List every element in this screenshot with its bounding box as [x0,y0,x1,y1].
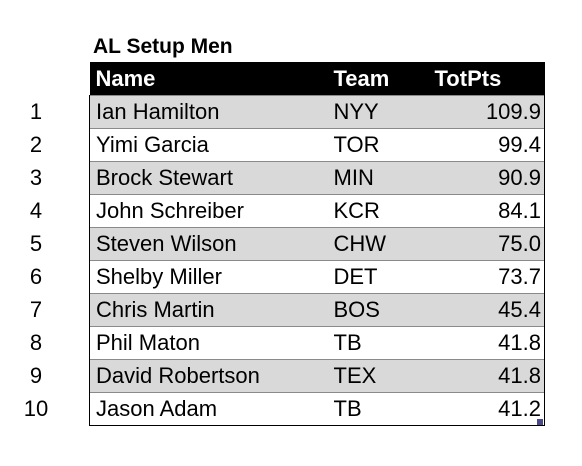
cell-team[interactable]: DET [328,260,432,294]
row-number: 5 [29,231,43,256]
cell-name[interactable]: Jason Adam [89,392,329,426]
table-row: Shelby Miller DET 73.7 [89,260,545,294]
row-number: 3 [29,165,43,190]
cell-name[interactable]: Ian Hamilton [89,95,329,129]
fill-handle[interactable] [537,419,543,425]
cell-team[interactable]: TOR [328,128,432,162]
cell-totpts[interactable]: 41.8 [431,326,545,360]
cell-name[interactable]: Steven Wilson [89,227,329,261]
setup-men-table: Name Team TotPts Ian Hamilton NYY 109.9 … [89,62,545,426]
cell-name[interactable]: John Schreiber [89,194,329,228]
column-header-name[interactable]: Name [89,62,329,96]
table-row: David Robertson TEX 41.8 [89,359,545,393]
row-number: 4 [29,198,43,223]
table-row: Steven Wilson CHW 75.0 [89,227,545,261]
cell-totpts[interactable]: 45.4 [431,293,545,327]
cell-team[interactable]: TB [328,392,432,426]
cell-totpts[interactable]: 84.1 [431,194,545,228]
table-row: Brock Stewart MIN 90.9 [89,161,545,195]
cell-totpts[interactable]: 90.9 [431,161,545,195]
column-header-team[interactable]: Team [328,62,432,96]
cell-name[interactable]: Brock Stewart [89,161,329,195]
cell-name[interactable]: Phil Maton [89,326,329,360]
table-row: Ian Hamilton NYY 109.9 [89,95,545,129]
cell-team[interactable]: CHW [328,227,432,261]
table-row: Jason Adam TB 41.2 [89,392,545,426]
cell-name[interactable]: Yimi Garcia [89,128,329,162]
table-row: Chris Martin BOS 45.4 [89,293,545,327]
cell-totpts[interactable]: 73.7 [431,260,545,294]
cell-name[interactable]: David Robertson [89,359,329,393]
cell-team[interactable]: NYY [328,95,432,129]
row-number: 6 [29,264,43,289]
cell-totpts[interactable]: 41.8 [431,359,545,393]
cell-totpts[interactable]: 109.9 [431,95,545,129]
table-row: John Schreiber KCR 84.1 [89,194,545,228]
row-number: 7 [29,297,43,322]
row-number: 2 [29,132,43,157]
column-header-totpts[interactable]: TotPts [431,62,545,96]
row-number: 8 [29,330,43,355]
cell-team[interactable]: TEX [328,359,432,393]
cell-totpts[interactable]: 99.4 [431,128,545,162]
cell-team[interactable]: TB [328,326,432,360]
row-number-column: 1 2 3 4 5 6 7 8 9 10 [0,95,72,425]
cell-totpts[interactable]: 75.0 [431,227,545,261]
cell-totpts[interactable]: 41.2 [431,392,545,426]
table-row: Yimi Garcia TOR 99.4 [89,128,545,162]
row-number: 1 [29,99,43,124]
cell-team[interactable]: MIN [328,161,432,195]
cell-name[interactable]: Shelby Miller [89,260,329,294]
table-title: AL Setup Men [93,35,233,58]
cell-team[interactable]: BOS [328,293,432,327]
cell-team[interactable]: KCR [328,194,432,228]
row-number: 10 [23,396,49,421]
cell-name[interactable]: Chris Martin [89,293,329,327]
row-number: 9 [29,363,43,388]
header-row: Name Team TotPts [89,62,545,96]
table-row: Phil Maton TB 41.8 [89,326,545,360]
